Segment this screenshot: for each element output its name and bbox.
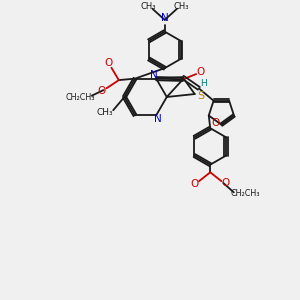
Text: N: N <box>150 70 158 80</box>
Text: CH₃: CH₃ <box>140 2 156 11</box>
Text: N: N <box>161 14 169 23</box>
Text: O: O <box>196 67 205 77</box>
Text: O: O <box>212 118 220 128</box>
Text: N: N <box>154 115 162 124</box>
Text: O: O <box>98 86 106 96</box>
Text: CH₂CH₃: CH₂CH₃ <box>66 93 95 102</box>
Text: O: O <box>104 58 112 68</box>
Text: O: O <box>221 178 230 188</box>
Text: CH₃: CH₃ <box>173 2 189 11</box>
Text: CH₃: CH₃ <box>97 107 113 116</box>
Text: CH₂CH₃: CH₂CH₃ <box>231 189 260 198</box>
Text: S: S <box>198 91 205 100</box>
Text: H: H <box>200 79 207 88</box>
Text: O: O <box>191 179 199 189</box>
